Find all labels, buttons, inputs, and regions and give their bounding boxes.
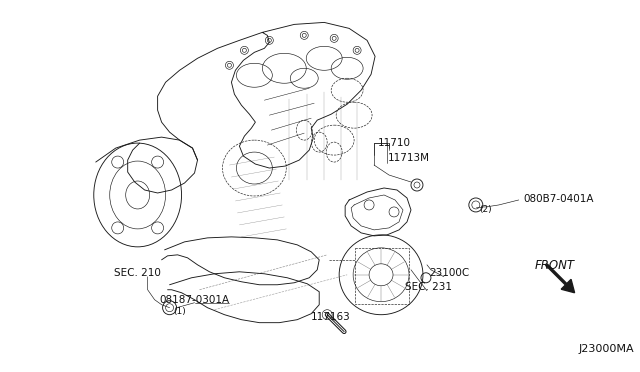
- Text: 11713M: 11713M: [388, 153, 430, 163]
- Text: (2): (2): [479, 205, 492, 214]
- Text: 117163: 117163: [311, 312, 351, 322]
- Text: (1): (1): [173, 307, 186, 316]
- Text: 080B7-0401A: 080B7-0401A: [524, 194, 594, 204]
- Text: J23000MA: J23000MA: [579, 344, 634, 354]
- Text: SEC. 210: SEC. 210: [114, 268, 161, 278]
- Text: 08187-0301A: 08187-0301A: [159, 295, 230, 305]
- Text: 23100C: 23100C: [429, 268, 469, 278]
- Text: FRONT: FRONT: [534, 259, 575, 272]
- FancyArrow shape: [546, 264, 575, 293]
- Text: SEC. 231: SEC. 231: [406, 282, 452, 292]
- Text: 11710: 11710: [378, 138, 410, 148]
